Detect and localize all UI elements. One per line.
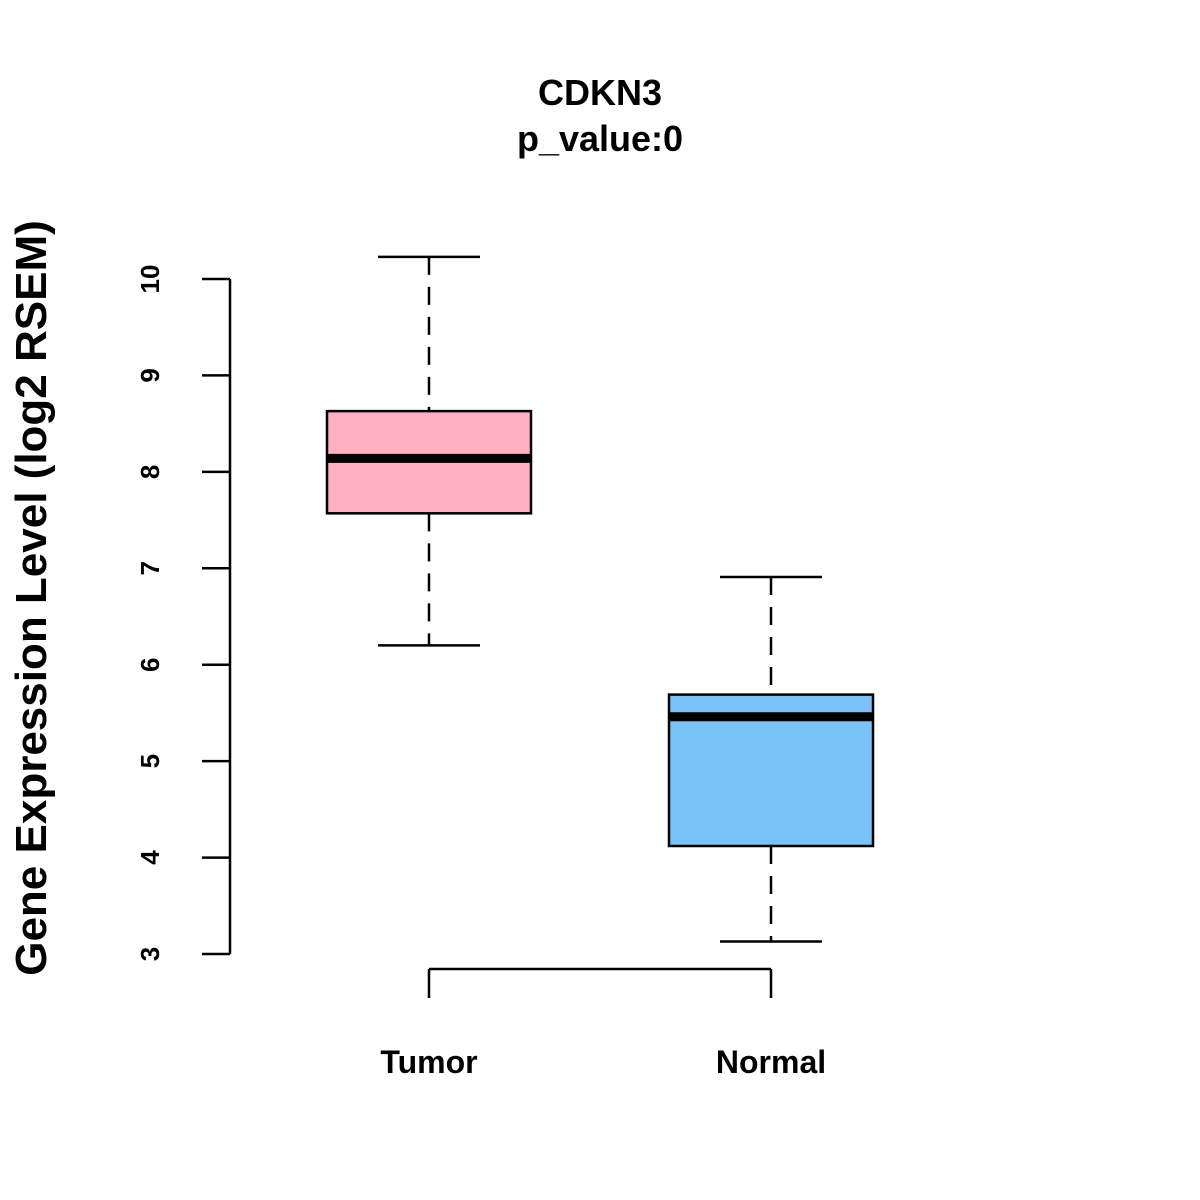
x-tick-label: Normal xyxy=(716,1044,826,1080)
x-tick-label: Tumor xyxy=(380,1044,477,1080)
chart-subtitle: p_value:0 xyxy=(517,118,683,159)
y-axis-label: Gene Expression Level (log2 RSEM) xyxy=(7,220,56,976)
y-tick-label: 6 xyxy=(135,657,165,671)
y-tick-label: 7 xyxy=(135,561,165,575)
y-tick-label: 5 xyxy=(135,754,165,768)
chart-title: CDKN3 xyxy=(538,72,662,113)
y-tick-label: 3 xyxy=(135,947,165,961)
box-normal xyxy=(667,575,875,943)
y-tick-label: 9 xyxy=(135,368,165,382)
y-tick-label: 8 xyxy=(135,465,165,479)
y-tick-label: 4 xyxy=(135,850,165,865)
box-tumor xyxy=(325,255,533,647)
box-group xyxy=(325,255,875,943)
y-tick-label: 10 xyxy=(135,265,165,294)
y-axis: 3 4 5 6 7 8 9 10 xyxy=(135,265,232,961)
x-axis: Tumor Normal xyxy=(380,967,826,1080)
